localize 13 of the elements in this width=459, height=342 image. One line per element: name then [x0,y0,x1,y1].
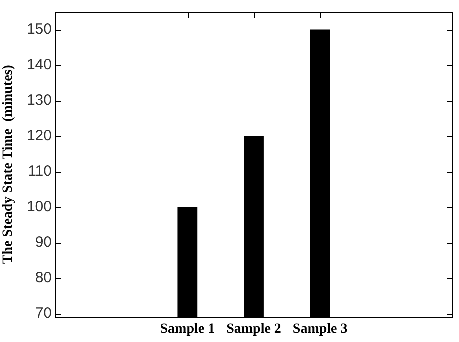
y-axis-title: The Steady State Time (minutes) [1,64,16,264]
x-tick-label: Sample 3 [292,322,348,338]
y-tick-label: 100 [26,198,52,216]
y-tick-label: 120 [26,127,52,144]
y-tick-label: 70 [35,304,52,322]
y-tick-label: 150 [26,20,52,38]
x-tick-label: Sample 2 [226,322,282,338]
y-tick-label: 90 [35,234,52,251]
y-tick-label: 130 [26,92,52,109]
x-tick-label: Sample 1 [160,322,216,338]
y-tick-label: 80 [35,269,52,286]
y-tick-label: 140 [26,56,52,74]
y-tick-label: 110 [28,162,52,180]
